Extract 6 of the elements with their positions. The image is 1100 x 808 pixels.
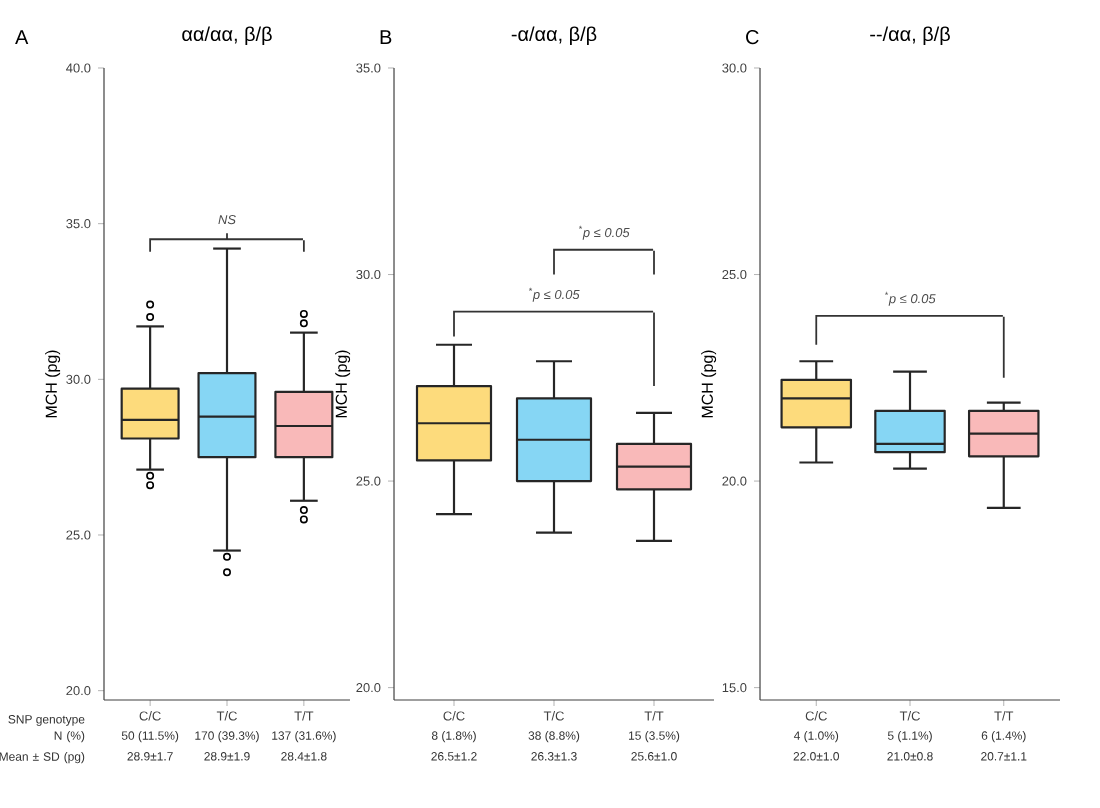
text: A [15, 30, 29, 44]
text: C [746, 30, 759, 45]
chart-title: αα/αα, β/β [182, 26, 272, 45]
chart-title: -α/αα, β/β [511, 26, 597, 45]
text: B [380, 30, 392, 44]
chart-title: --/αα, β/β [870, 26, 950, 45]
